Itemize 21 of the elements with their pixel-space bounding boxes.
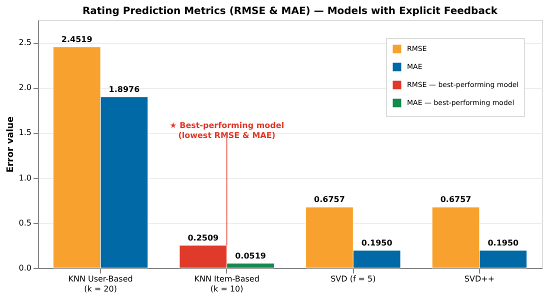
y-tick-label: 1.0: [18, 173, 32, 182]
y-axis-title: Error value: [6, 116, 16, 173]
data-label: 0.0519: [235, 251, 266, 260]
y-tick-label: 2.0: [18, 83, 32, 92]
y-tick-label: 0.5: [18, 218, 32, 228]
annotation: ★ Best-performing model (lowest RMSE & MAE): [170, 121, 284, 140]
data-label: 0.6757: [314, 195, 345, 204]
x-tick-label: SVD (f = 5): [330, 274, 376, 284]
data-label: 0.1950: [488, 238, 520, 248]
data-label: 0.6757: [440, 195, 472, 204]
chart-title: Rating Prediction Metrics (RMSE & MAE) — Models with Explicit Feedback: [82, 6, 498, 17]
data-label: 0.1950: [361, 238, 393, 248]
data-label: 0.2509: [188, 233, 220, 242]
x-tick-label: KNN Item-Based (k = 10): [194, 274, 260, 294]
y-tick-label: 2.5: [18, 38, 32, 48]
y-tick-label: 1.5: [18, 128, 32, 138]
data-label: 1.8976: [108, 84, 140, 94]
x-tick-label: SVD++: [464, 274, 495, 284]
data-label: 2.4519: [61, 34, 93, 44]
x-tick-label: KNN User-Based (k = 20): [68, 274, 133, 294]
y-tick-label: 0.0: [18, 264, 32, 272]
